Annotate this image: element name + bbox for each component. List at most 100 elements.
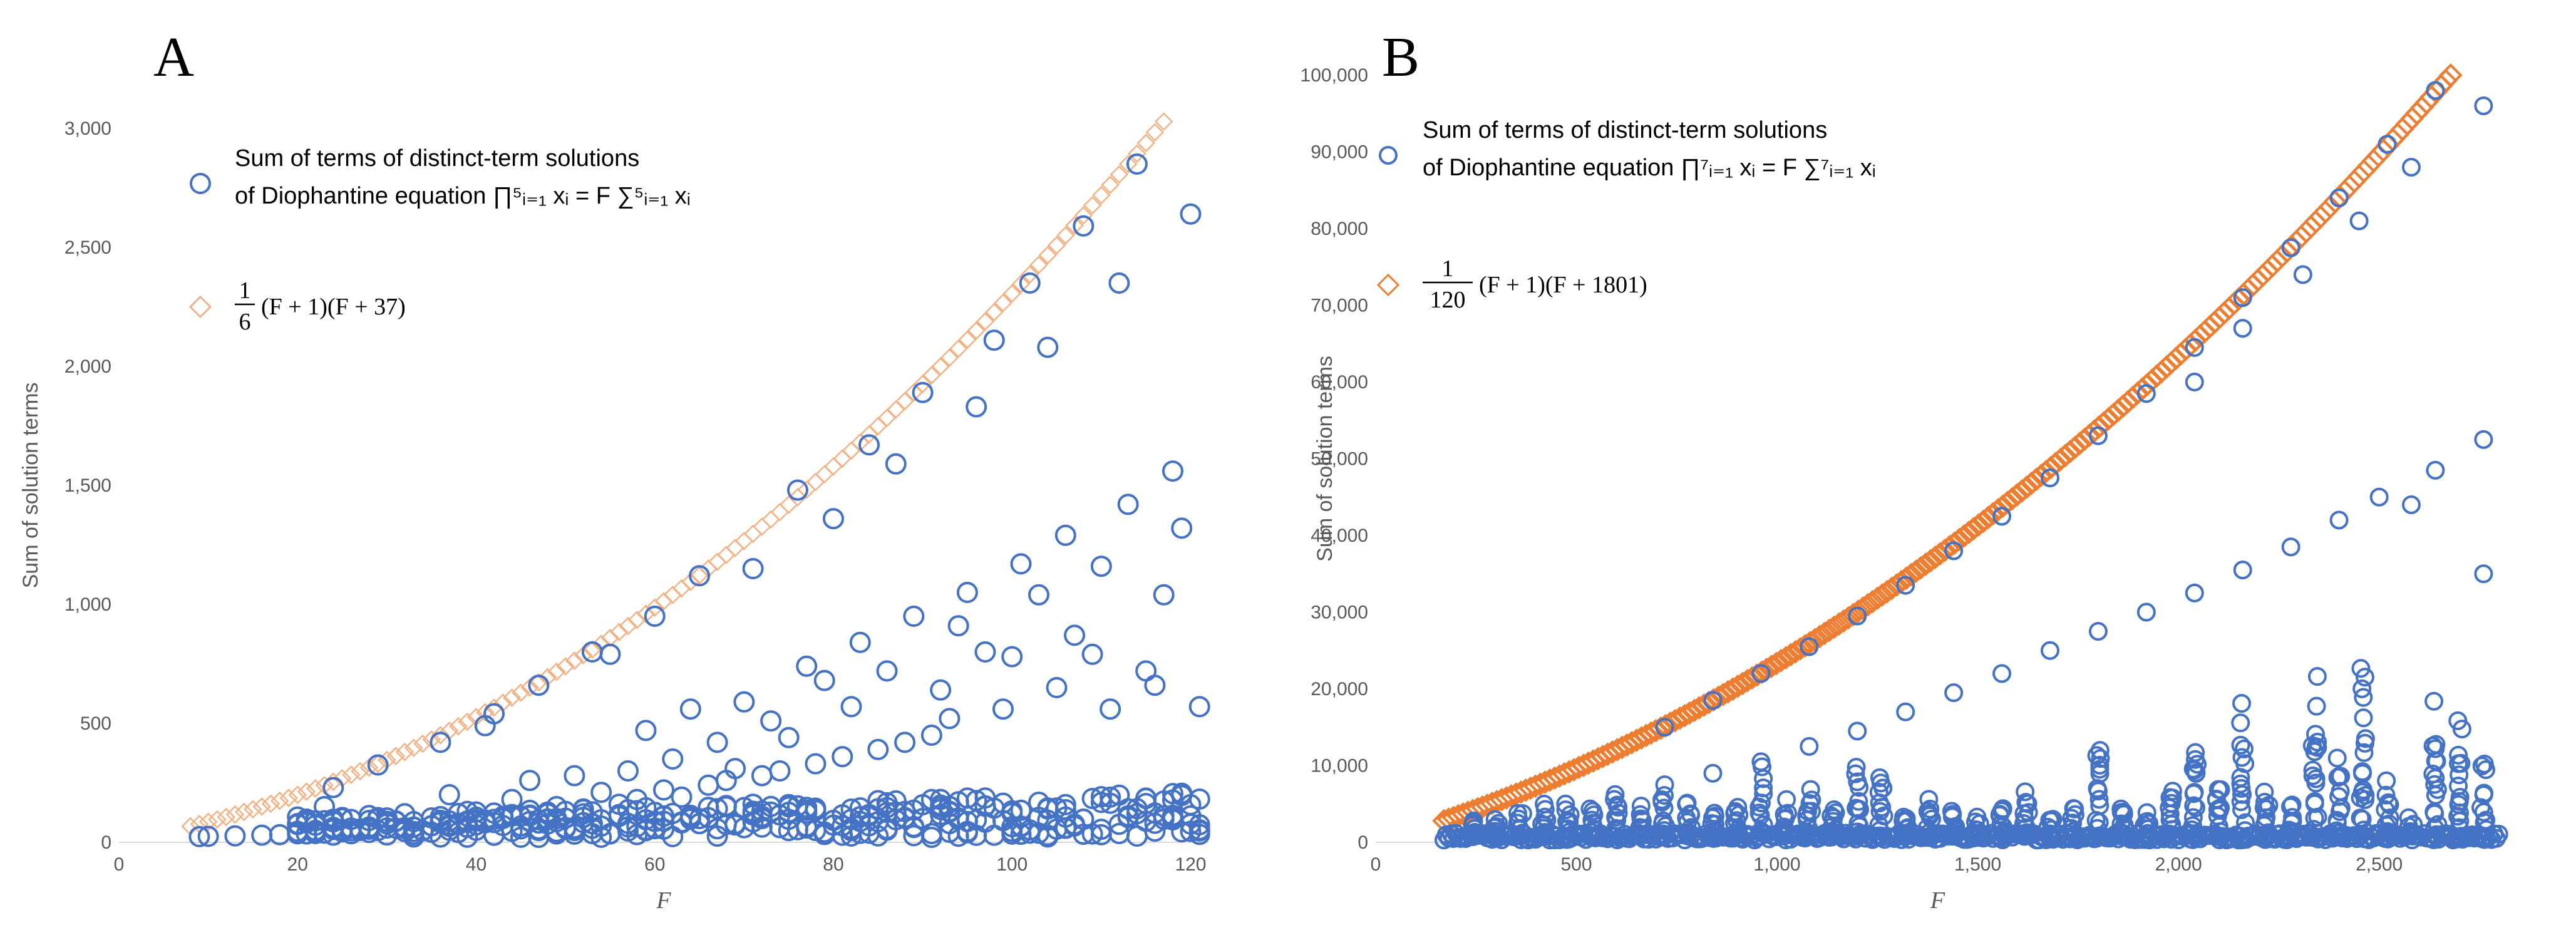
data-point-circle <box>2401 495 2421 514</box>
data-point-circle <box>1073 215 1095 237</box>
data-point-circle <box>197 825 219 847</box>
data-point-circle <box>840 696 862 718</box>
data-point-circle <box>1655 775 1674 795</box>
data-point-diamond <box>806 472 825 492</box>
data-point-circle <box>2472 757 2491 776</box>
data-point-diamond <box>1154 112 1173 131</box>
data-point-diamond <box>2048 448 2073 472</box>
data-point-diamond <box>1672 703 1697 728</box>
y-axis-title: Sum of solution terms <box>19 383 43 589</box>
data-point-circle <box>2231 713 2250 733</box>
data-point-circle <box>1874 806 1893 825</box>
data-point-diamond <box>663 586 683 604</box>
data-point-circle <box>626 788 648 810</box>
legend-fraction-numerator: 1 <box>239 277 251 304</box>
data-point-circle <box>2183 808 2203 827</box>
data-point-circle <box>2231 792 2250 812</box>
data-point-circle <box>1869 782 1888 802</box>
data-point-circle <box>1992 664 2012 683</box>
data-point-circle <box>1677 823 1696 842</box>
data-point-circle <box>1681 804 1700 824</box>
data-point-diamond <box>2010 479 2034 503</box>
data-point-circle <box>992 698 1014 720</box>
data-point-circle <box>760 710 782 732</box>
data-point-circle <box>1703 691 1723 710</box>
data-point-circle <box>1028 584 1050 606</box>
data-point-diamond <box>1764 651 1788 676</box>
data-point-circle <box>1848 606 1867 626</box>
data-point-diamond <box>547 662 566 681</box>
data-point-circle <box>2476 810 2496 830</box>
data-point-circle <box>2307 667 2327 686</box>
data-point-circle <box>1751 664 1771 683</box>
data-point-circle <box>1967 807 1987 827</box>
data-point-circle <box>1920 799 1940 819</box>
data-point-circle <box>733 691 755 713</box>
data-point-diamond <box>2039 455 2063 480</box>
data-point-circle <box>2401 158 2421 177</box>
data-point-circle <box>2259 795 2279 815</box>
data-point-diamond <box>244 800 262 819</box>
data-point-circle <box>2329 189 2349 207</box>
data-point-circle <box>1728 798 1748 817</box>
data-point-circle <box>2137 803 2156 822</box>
data-point-circle <box>903 606 925 627</box>
data-point-circle <box>2448 711 2468 730</box>
data-point-circle <box>1873 778 1893 798</box>
data-point-circle <box>2356 729 2375 748</box>
data-point-diamond <box>1002 284 1021 303</box>
data-point-circle <box>1485 810 1505 829</box>
data-point-circle <box>1870 768 1889 787</box>
data-point-circle <box>1826 803 1845 822</box>
data-point-diamond <box>2077 423 2101 447</box>
legend-label-line2: of Diophantine equation ∏⁷ᵢ₌₁ xᵢ = F ∑⁷ᵢ… <box>1423 155 1876 181</box>
legend-fraction-numerator: 1 <box>1442 256 1454 282</box>
legend-circle-marker <box>190 173 211 194</box>
data-point-diamond <box>1962 517 1986 540</box>
data-point-circle <box>1054 793 1076 815</box>
data-point-circle <box>2090 755 2110 775</box>
data-point-circle <box>322 777 344 798</box>
data-point-circle <box>662 748 684 770</box>
data-point-circle <box>2293 265 2312 284</box>
data-point-circle <box>2185 583 2204 602</box>
data-point-diamond <box>1779 643 1803 667</box>
data-point-circle <box>1654 811 1673 830</box>
data-point-circle <box>2306 737 2326 757</box>
chart-b-svg: 0 10,000 20,000 30,000 40,000 50,000 60,000 70,… <box>1301 63 2508 914</box>
data-point-circle <box>1633 819 1652 838</box>
data-point-circle <box>2424 691 2444 711</box>
x-tick-label: 20 <box>287 854 308 875</box>
data-point-circle <box>2449 776 2468 795</box>
data-point-circle <box>2376 785 2396 805</box>
panel-label: B <box>1382 26 1420 88</box>
data-point-diamond <box>734 532 754 550</box>
data-point-diamond <box>1136 133 1155 153</box>
data-point-diamond <box>297 782 316 801</box>
data-point-circle <box>2281 238 2300 257</box>
data-point-circle <box>2234 739 2254 758</box>
data-point-diamond <box>1047 235 1066 255</box>
data-point-circle <box>2043 810 2063 829</box>
data-point-diamond <box>1092 185 1111 205</box>
data-point-circle <box>2113 827 2132 846</box>
data-point-diamond <box>208 810 227 829</box>
y-tick-label: 50,000 <box>1311 449 1368 470</box>
data-point-circle <box>1560 805 1580 824</box>
data-point-circle <box>805 753 827 775</box>
data-point-circle <box>2451 753 2471 773</box>
data-point-circle <box>2231 735 2250 755</box>
data-point-circle <box>2186 743 2205 762</box>
data-point-circle <box>1848 772 1867 792</box>
data-point-circle <box>2231 774 2250 793</box>
data-point-diamond <box>359 758 379 777</box>
data-point-circle <box>2303 760 2322 780</box>
data-point-circle <box>1754 778 1773 798</box>
data-point-diamond <box>726 539 744 557</box>
data-point-circle <box>1919 790 1939 809</box>
data-point-circle <box>617 760 639 782</box>
panel-label: A <box>153 26 194 88</box>
data-point-circle <box>876 660 898 682</box>
data-point-circle <box>1162 460 1183 482</box>
data-point-circle <box>724 758 746 780</box>
